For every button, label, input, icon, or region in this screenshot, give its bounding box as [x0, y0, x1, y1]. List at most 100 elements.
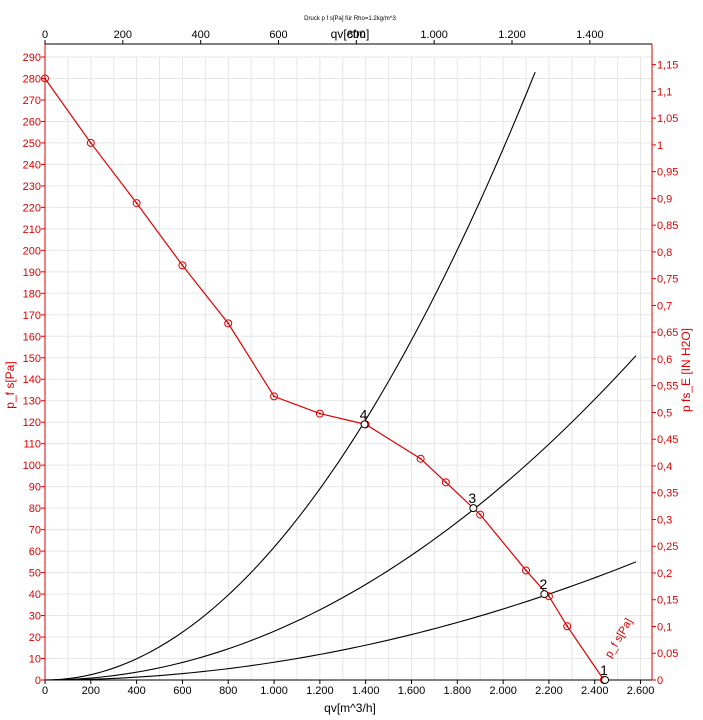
- fan-curve-marker-dot: [318, 412, 321, 415]
- fan-curve-marker-dot: [181, 264, 184, 267]
- bottom-tick-label: 800: [219, 685, 237, 697]
- right-tick-label: 0,35: [657, 488, 678, 500]
- fan-curve-marker: [416, 454, 425, 463]
- fan-curve-marker-dot: [444, 481, 447, 484]
- top-tick-label: 800: [347, 29, 365, 41]
- right-tick-label: 1,15: [657, 60, 678, 72]
- left-tick-label: 120: [23, 417, 41, 429]
- left-tick-label: 100: [23, 460, 41, 472]
- right-tick-label: 0,9: [657, 193, 672, 205]
- left-tick-label: 220: [23, 202, 41, 214]
- operating-point-label: 2: [539, 576, 547, 592]
- fan-curve-marker-dot: [135, 202, 138, 205]
- fan-curve-marker-dot: [273, 395, 276, 398]
- axes: [44, 43, 653, 681]
- left-tick-label: 30: [29, 611, 41, 623]
- right-tick-label: 0,6: [657, 354, 672, 366]
- left-tick-label: 170: [23, 310, 41, 322]
- system-curve: [44, 355, 637, 681]
- fan-curve-marker-dot: [525, 569, 528, 572]
- fan-curve-marker-dot: [547, 595, 550, 598]
- operating-point: [540, 590, 549, 599]
- bottom-tick-label: 200: [82, 685, 100, 697]
- left-tick-label: 210: [23, 224, 41, 236]
- bottom-tick-label: 2.600: [627, 685, 655, 697]
- fan-curve-marker-dot: [227, 322, 230, 325]
- top-axis-title: qv[cfm]: [331, 27, 370, 41]
- right-tick-label: 0,8: [657, 247, 672, 259]
- left-tick-label: 280: [23, 73, 41, 85]
- system-curve: [44, 561, 637, 681]
- right-tick-label: 0,45: [657, 434, 678, 446]
- left-tick-label: 70: [29, 525, 41, 537]
- bottom-tick-label: 2.000: [489, 685, 517, 697]
- fan-curve-marker: [315, 409, 324, 418]
- right-tick-label: 1,1: [657, 86, 672, 98]
- operating-point-label: 3: [468, 490, 476, 506]
- left-tick-label: 270: [23, 95, 41, 107]
- left-tick-label: 40: [29, 589, 41, 601]
- operating-point: [469, 504, 478, 513]
- left-tick-label: 10: [29, 654, 41, 666]
- left-tick-label: 20: [29, 632, 41, 644]
- left-tick-label: 160: [23, 331, 41, 343]
- left-tick-label: 200: [23, 245, 41, 257]
- right-tick-label: 0,75: [657, 274, 678, 286]
- fan-curve-marker: [563, 622, 572, 631]
- top-tick-label: 200: [114, 29, 132, 41]
- right-tick-label: 0,55: [657, 381, 678, 393]
- bottom-tick-label: 1.800: [444, 685, 472, 697]
- fan-curve-marker: [224, 319, 233, 328]
- right-tick-label: 0,3: [657, 514, 672, 526]
- bottom-tick-label: 1.000: [260, 685, 288, 697]
- fan-curve-marker: [270, 392, 279, 401]
- fan-curve-label: p_f s[Pa]: [603, 616, 635, 660]
- bottom-tick-label: 600: [173, 685, 191, 697]
- bottom-tick-label: 0: [42, 685, 48, 697]
- left-tick-label: 90: [29, 482, 41, 494]
- top-tick-label: 1.200: [498, 29, 526, 41]
- right-tick-label: 0,15: [657, 595, 678, 607]
- right-tick-label: 1: [657, 140, 663, 152]
- bottom-tick-label: 1.200: [306, 685, 334, 697]
- tick-labels: 0 200 400 600 800 1.000 1.200 1.400 1.600 1.800 2.…: [23, 29, 679, 697]
- left-tick-label: 180: [23, 288, 41, 300]
- fan-curve-marker-dot: [566, 625, 569, 628]
- left-tick-label: 290: [23, 52, 41, 64]
- left-tick-label: 230: [23, 181, 41, 193]
- fan-curve-marker: [441, 478, 450, 487]
- fan-curve-marker-dot: [479, 513, 482, 516]
- fan-curve-marker: [86, 138, 95, 147]
- right-tick-label: 0,85: [657, 220, 678, 232]
- top-tick-label: 1.000: [420, 29, 448, 41]
- right-tick-label: 0,05: [657, 648, 678, 660]
- fan-curve-marker-dot: [419, 457, 422, 460]
- right-axis-title: p fs_E [IN H2O]: [679, 328, 693, 412]
- top-tick-label: 0: [42, 29, 48, 41]
- operating-point-label: 1: [600, 662, 608, 678]
- left-tick-label: 150: [23, 353, 41, 365]
- left-tick-label: 50: [29, 568, 41, 580]
- top-tick-label: 600: [269, 29, 287, 41]
- top-tick-label: 1.400: [576, 29, 604, 41]
- fan-curve-marker: [522, 566, 531, 575]
- fan-curve-marker-dot: [44, 77, 46, 80]
- left-tick-label: 130: [23, 396, 41, 408]
- bottom-tick-label: 2.400: [581, 685, 609, 697]
- left-tick-label: 260: [23, 116, 41, 128]
- left-tick-label: 0: [35, 675, 41, 687]
- bottom-tick-label: 400: [127, 685, 145, 697]
- right-tick-label: 0,4: [657, 461, 672, 473]
- right-tick-label: 0,2: [657, 568, 672, 580]
- left-tick-label: 140: [23, 374, 41, 386]
- bottom-tick-label: 1.600: [398, 685, 426, 697]
- curves: [44, 71, 637, 681]
- bottom-axis-title: qv[m^3/h]: [324, 701, 376, 715]
- left-tick-label: 250: [23, 138, 41, 150]
- fan-curve-marker: [132, 199, 141, 208]
- left-tick-label: 190: [23, 267, 41, 279]
- operating-point: [601, 676, 610, 684]
- top-tick-label: 400: [191, 29, 209, 41]
- left-tick-label: 80: [29, 503, 41, 515]
